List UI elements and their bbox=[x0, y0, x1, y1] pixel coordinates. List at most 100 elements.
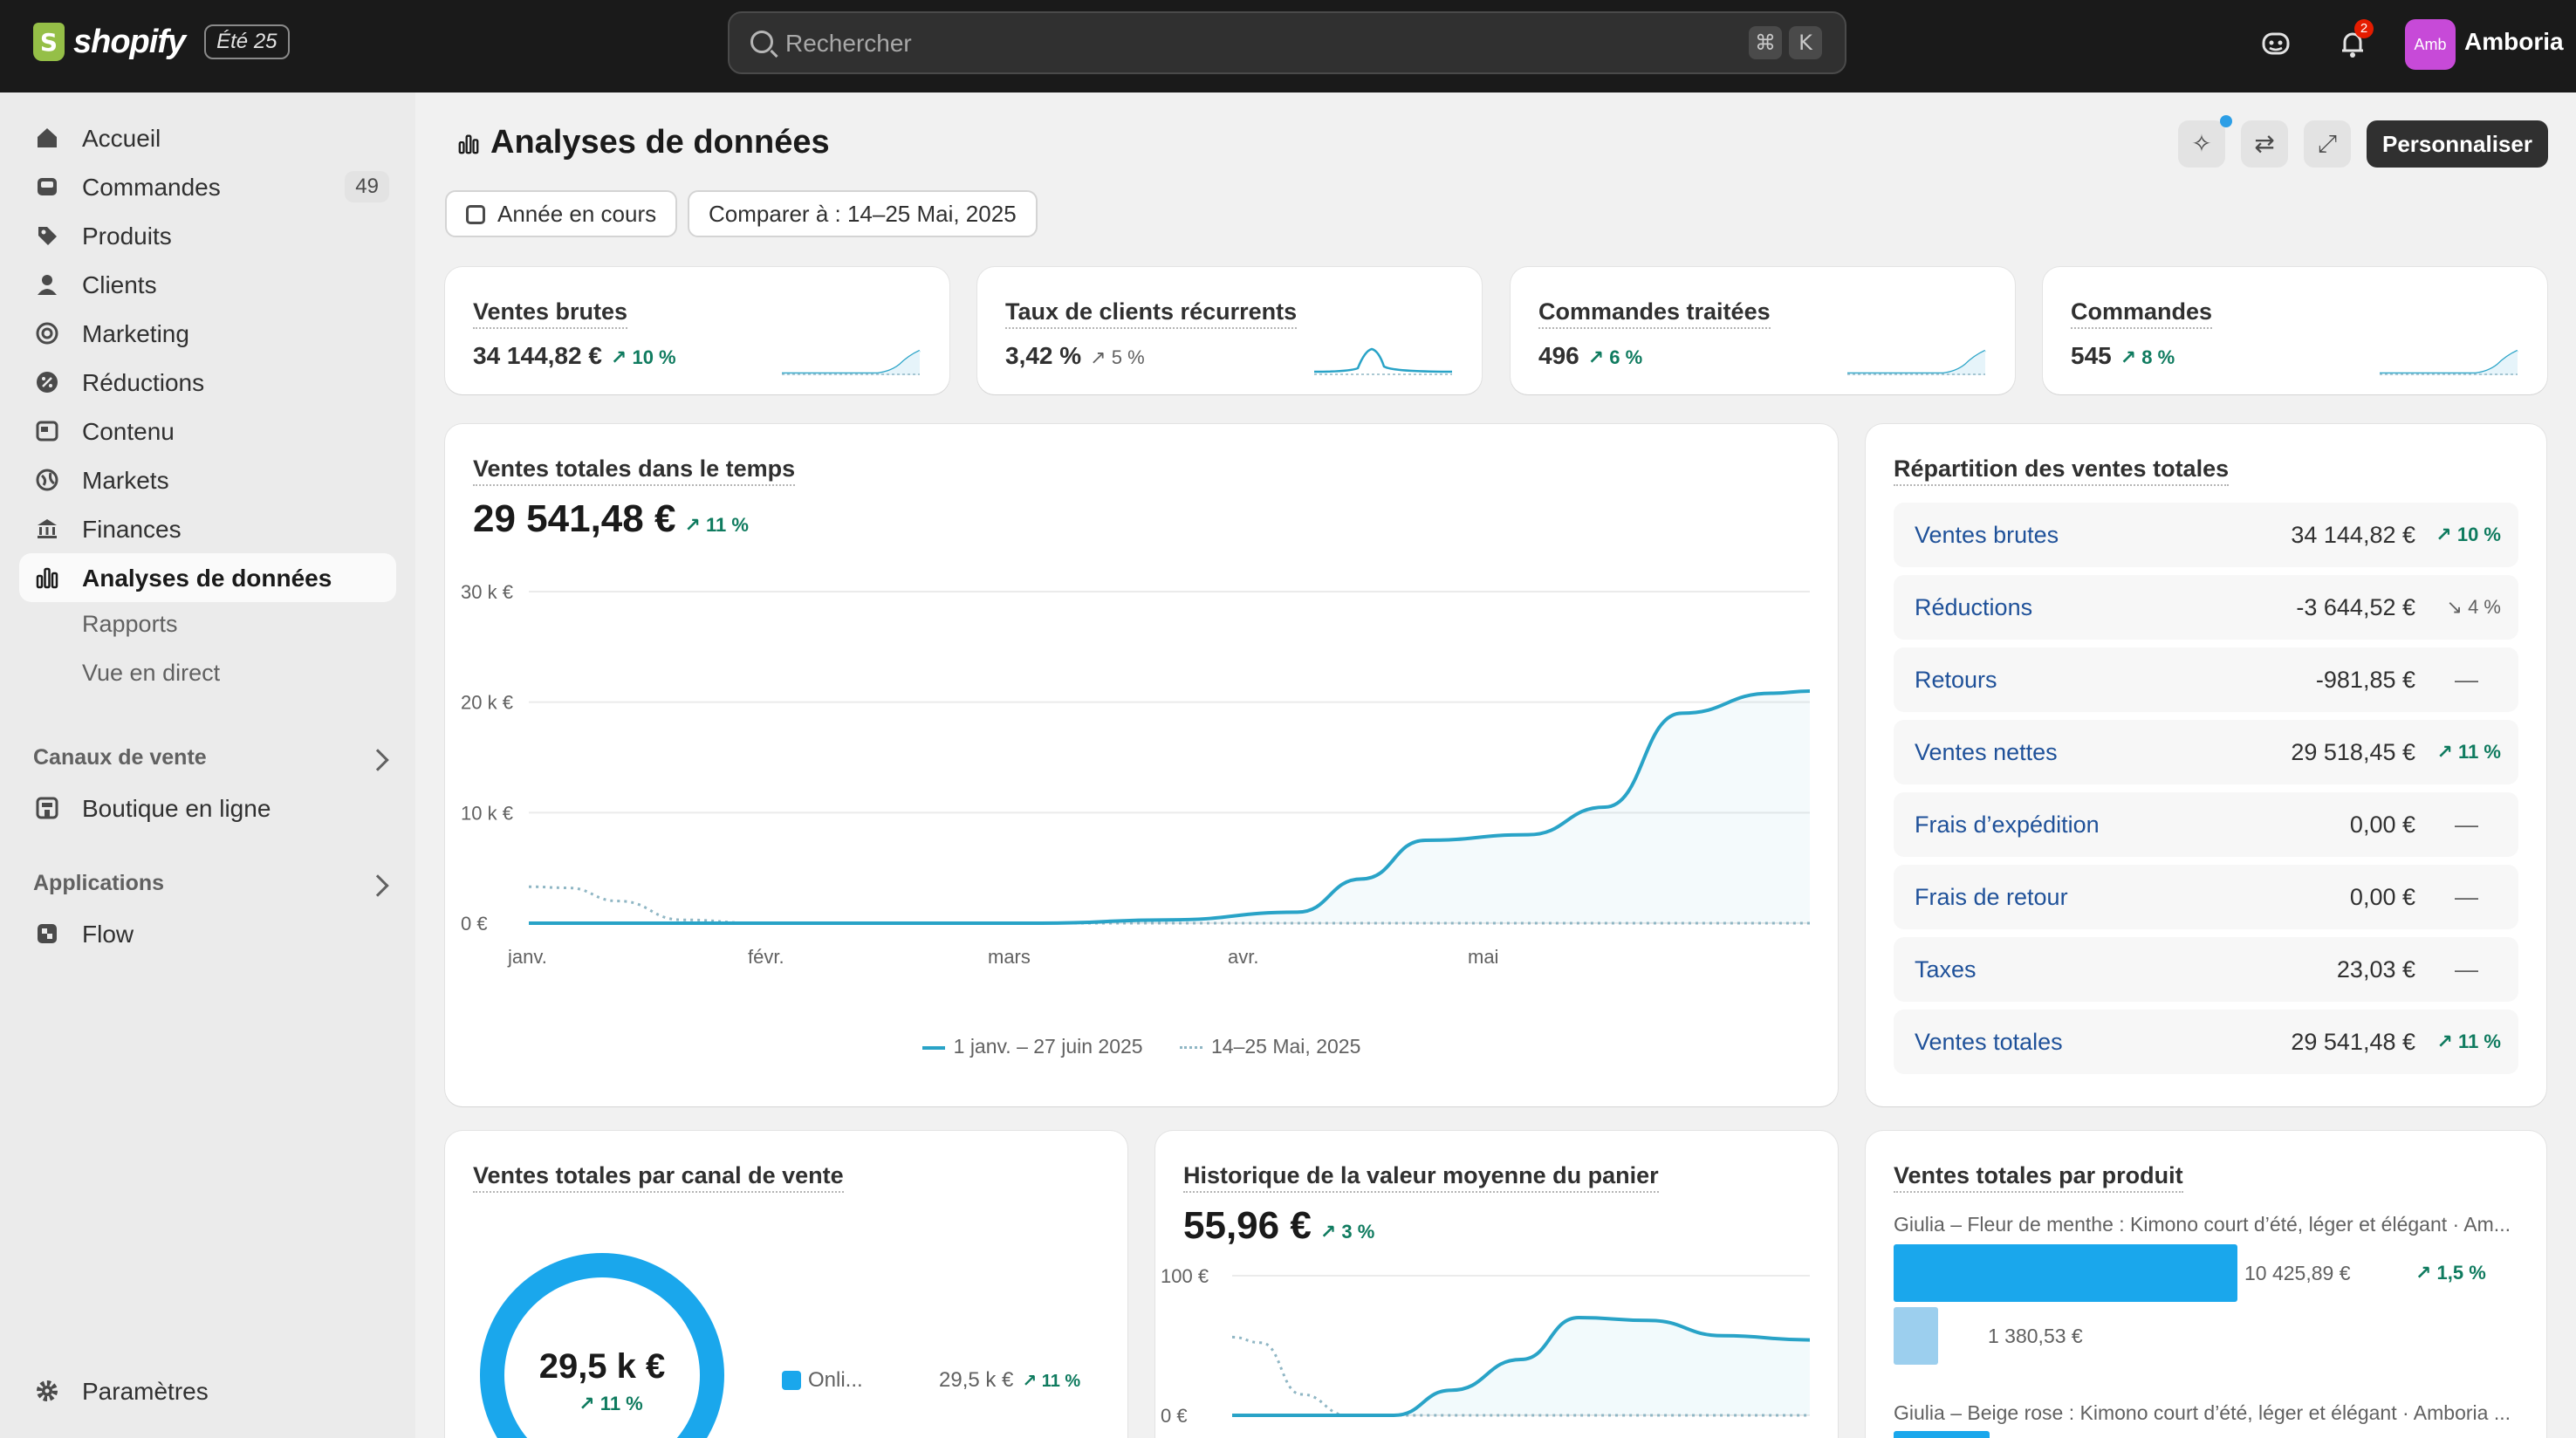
breakdown-row[interactable]: Retours -981,85 € — bbox=[1894, 647, 2518, 712]
x-tick-label: mars bbox=[988, 946, 1031, 968]
x-tick-label: mai bbox=[1468, 946, 1498, 968]
breakdown-row[interactable]: Frais de retour 0,00 € — bbox=[1894, 865, 2518, 929]
channel-donut-chart[interactable] bbox=[480, 1253, 742, 1438]
sidebar-item-label: Finances bbox=[82, 516, 182, 543]
chevron-right-icon[interactable] bbox=[367, 749, 389, 771]
kpi-card-gross-sales[interactable]: Ventes brutes 34 144,82 € ↗ 10 % bbox=[445, 267, 949, 394]
refresh-button[interactable]: ⇄ bbox=[2241, 120, 2288, 168]
legend-item-compare[interactable]: 14–25 Mai, 2025 bbox=[1180, 1035, 1360, 1058]
breakdown-label[interactable]: Ventes nettes bbox=[1915, 739, 2058, 765]
date-range-label: Année en cours bbox=[497, 201, 657, 227]
sidebar-item-finances[interactable]: Finances bbox=[19, 504, 396, 553]
card-title[interactable]: Ventes totales par produit bbox=[1894, 1162, 2183, 1193]
channel-legend-item[interactable]: Onli... bbox=[782, 1368, 863, 1393]
card-title[interactable]: Répartition des ventes totales bbox=[1894, 455, 2230, 486]
sidebar: Accueil Commandes 49 Produits Clients Ma… bbox=[0, 92, 415, 1438]
product-bar-compare[interactable] bbox=[1894, 1307, 1939, 1365]
breakdown-delta: — bbox=[2455, 956, 2478, 983]
breakdown-delta: — bbox=[2455, 811, 2478, 838]
sidebar-item-orders[interactable]: Commandes 49 bbox=[19, 162, 396, 211]
sidebar-item-content[interactable]: Contenu bbox=[19, 407, 396, 455]
chart-delta: ↗ 11 % bbox=[684, 514, 749, 536]
sidebar-item-settings[interactable]: Paramètres bbox=[19, 1366, 396, 1415]
date-range-filter[interactable]: Année en cours bbox=[445, 190, 678, 237]
breakdown-row[interactable]: Ventes brutes 34 144,82 € ↗ 10 % bbox=[1894, 503, 2518, 567]
breakdown-label[interactable]: Taxes bbox=[1915, 956, 1977, 983]
sidebar-item-online-store[interactable]: Boutique en ligne bbox=[19, 784, 396, 832]
card-title[interactable]: Historique de la valeur moyenne du panie… bbox=[1183, 1162, 1659, 1193]
sales-by-product-card: Ventes totales par produit Giulia – Fleu… bbox=[1866, 1131, 2546, 1438]
edition-badge[interactable]: Été 25 bbox=[204, 24, 290, 59]
breakdown-label[interactable]: Ventes brutes bbox=[1915, 522, 2059, 548]
breakdown-label[interactable]: Retours bbox=[1915, 667, 1997, 693]
chart-total-value: 29 541,48 € ↗ 11 % bbox=[473, 497, 749, 540]
kpi-card-fulfilled-orders[interactable]: Commandes traitées 496 ↗ 6 % bbox=[1511, 267, 2015, 394]
breakdown-row[interactable]: Réductions -3 644,52 € ↘ 4 % bbox=[1894, 575, 2518, 640]
chevron-right-icon[interactable] bbox=[367, 874, 389, 897]
store-avatar[interactable]: Amb bbox=[2405, 19, 2456, 70]
sidebar-subitem-reports[interactable]: Rapports bbox=[82, 611, 178, 637]
product-bar-current[interactable] bbox=[1894, 1431, 1990, 1438]
sales-over-time-card: Ventes totales dans le temps 29 541,48 €… bbox=[445, 424, 1838, 1106]
customize-button[interactable]: Personnaliser bbox=[2367, 120, 2548, 168]
kpi-delta: ↗ 5 % bbox=[1090, 346, 1145, 368]
sidebar-item-marketing[interactable]: Marketing bbox=[19, 309, 396, 358]
breakdown-row[interactable]: Taxes 23,03 € — bbox=[1894, 937, 2518, 1002]
product-bar-current[interactable] bbox=[1894, 1244, 2237, 1302]
sidebar-item-analytics[interactable]: Analyses de données bbox=[19, 553, 396, 602]
breakdown-label[interactable]: Frais d’expédition bbox=[1915, 811, 2100, 838]
ai-insights-button[interactable]: ✧ bbox=[2178, 120, 2225, 168]
breakdown-row[interactable]: Ventes nettes 29 518,45 € ↗ 11 % bbox=[1894, 720, 2518, 784]
kpi-value: 34 144,82 € ↗ 10 % bbox=[473, 342, 676, 369]
kpi-card-returning-customers[interactable]: Taux de clients récurrents 3,42 % ↗ 5 % bbox=[977, 267, 1482, 394]
aov-history-card: Historique de la valeur moyenne du panie… bbox=[1155, 1131, 1838, 1438]
sidebar-item-customers[interactable]: Clients bbox=[19, 260, 396, 309]
sales-channels-heading: Canaux de vente bbox=[33, 745, 207, 770]
sidebar-item-label: Flow bbox=[82, 921, 134, 948]
breakdown-label[interactable]: Frais de retour bbox=[1915, 884, 2068, 910]
y-tick-label: 20 k € bbox=[461, 692, 513, 714]
shopify-logo[interactable]: shopify Été 25 bbox=[33, 23, 290, 61]
breakdown-delta: ↗ 11 % bbox=[2436, 1031, 2501, 1052]
y-tick-label: 0 € bbox=[1161, 1405, 1188, 1427]
breakdown-row[interactable]: Ventes totales 29 541,48 € ↗ 11 % bbox=[1894, 1010, 2518, 1074]
sidebar-subitem-live-view[interactable]: Vue en direct bbox=[82, 660, 221, 686]
search-bar[interactable]: ⌘ K bbox=[728, 11, 1846, 74]
breakdown-label[interactable]: Réductions bbox=[1915, 594, 2033, 620]
chart-title[interactable]: Ventes totales dans le temps bbox=[473, 455, 796, 486]
sales-line-chart[interactable]: 30 k € 20 k € 10 k € 0 € janv. févr. mars avr. m… bbox=[445, 555, 1838, 991]
store-icon bbox=[36, 797, 58, 819]
breakdown-row[interactable]: Frais d’expédition 0,00 € — bbox=[1894, 792, 2518, 857]
breakdown-value: 34 144,82 € bbox=[2291, 522, 2415, 548]
store-name[interactable]: Amboria bbox=[2464, 28, 2564, 55]
sidebar-item-discounts[interactable]: Réductions bbox=[19, 358, 396, 407]
bell-icon[interactable] bbox=[2333, 26, 2372, 65]
donut-slice-online[interactable] bbox=[480, 1253, 724, 1438]
legend-item-current[interactable]: 1 janv. – 27 juin 2025 bbox=[921, 1035, 1143, 1058]
sidebar-item-label: Accueil bbox=[82, 125, 161, 152]
search-input[interactable] bbox=[785, 25, 1571, 62]
kpi-value: 496 ↗ 6 % bbox=[1538, 342, 1643, 369]
compare-filter[interactable]: Comparer à : 14–25 Mai, 2025 bbox=[688, 190, 1038, 237]
kpi-sparkline bbox=[1314, 347, 1453, 375]
sidebar-item-label: Paramètres bbox=[82, 1378, 209, 1405]
shortcut-k-key: K bbox=[1789, 26, 1822, 59]
aov-line-chart[interactable]: 100 € 0 € bbox=[1155, 1262, 1838, 1438]
sidekick-icon[interactable] bbox=[2257, 26, 2295, 65]
calendar-icon bbox=[466, 205, 485, 224]
fullscreen-button[interactable]: ⤢ bbox=[2304, 120, 2351, 168]
kpi-card-orders[interactable]: Commandes 545 ↗ 8 % bbox=[2043, 267, 2547, 394]
notification-count-badge: 2 bbox=[2354, 19, 2374, 38]
card-title[interactable]: Ventes totales par canal de vente bbox=[473, 1162, 844, 1193]
sidebar-item-home[interactable]: Accueil bbox=[19, 113, 396, 162]
kpi-delta: ↗ 8 % bbox=[2120, 346, 2175, 368]
content-icon bbox=[36, 421, 58, 442]
sidebar-item-products[interactable]: Produits bbox=[19, 211, 396, 260]
sales-breakdown-card: Répartition des ventes totales Ventes br… bbox=[1866, 424, 2546, 1106]
sidebar-item-markets[interactable]: Markets bbox=[19, 455, 396, 504]
legend-swatch-dotted bbox=[1180, 1046, 1202, 1050]
sidebar-item-flow[interactable]: Flow bbox=[19, 909, 396, 958]
breakdown-label[interactable]: Ventes totales bbox=[1915, 1029, 2063, 1055]
product-delta: ↗ 1,5 % bbox=[2415, 1262, 2486, 1284]
bank-icon bbox=[38, 519, 57, 538]
